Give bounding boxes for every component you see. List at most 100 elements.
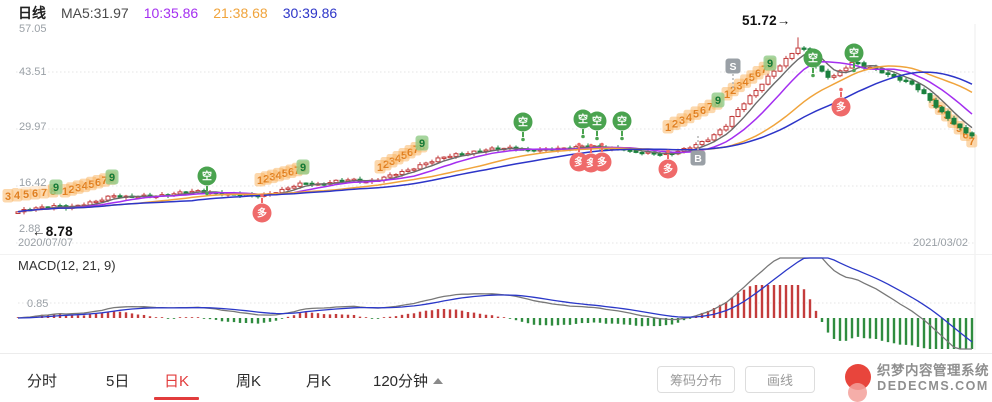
long-signal-badge: 多 <box>658 149 678 179</box>
ma10-value: 10:35.86 <box>143 5 199 21</box>
td-sequence-numbers: 3456781234567812345678123456781234567812… <box>2 57 978 203</box>
svg-text:4: 4 <box>686 112 693 124</box>
y-tick-29: 29.97 <box>18 121 48 133</box>
high-price-annotation: 51.72→ <box>742 13 791 28</box>
svg-text:多: 多 <box>574 156 584 169</box>
svg-text:7: 7 <box>707 102 713 114</box>
draw-line-button[interactable]: 画线 <box>745 366 815 393</box>
short-signal-badge: 空 <box>573 109 593 139</box>
dedecms-logo <box>843 363 875 402</box>
svg-text:9: 9 <box>53 182 59 194</box>
dea-line <box>17 257 973 343</box>
chevron-up-icon <box>433 378 444 384</box>
svg-text:9: 9 <box>419 138 425 150</box>
svg-text:6: 6 <box>407 147 413 159</box>
svg-text:3: 3 <box>269 172 275 184</box>
svg-text:4: 4 <box>82 181 89 193</box>
svg-text:空: 空 <box>202 170 212 183</box>
ma21-line <box>17 65 973 213</box>
svg-text:3: 3 <box>5 191 11 203</box>
svg-text:多: 多 <box>836 101 846 114</box>
svg-text:1: 1 <box>62 186 68 198</box>
macd-indicator-label: MACD(12, 21, 9) <box>18 258 116 273</box>
buy-signal-badge: B <box>690 136 706 166</box>
sell-signal-badge: S <box>725 58 741 88</box>
tab-daily-k[interactable]: 日K <box>153 370 200 400</box>
macd-ref-value: 0.85 <box>27 298 49 310</box>
period-dropdown[interactable]: 120分钟 <box>373 370 444 391</box>
logo-circle-small-icon <box>848 383 867 402</box>
svg-text:1: 1 <box>257 175 263 187</box>
svg-text:空: 空 <box>849 47 859 60</box>
y-tick-2: 2.88 <box>18 223 42 235</box>
watermark-line1: 织梦内容管理系统 <box>877 363 989 378</box>
svg-text:多: 多 <box>586 157 596 170</box>
chip-distribution-button[interactable]: 筹码分布 <box>657 366 735 393</box>
short-signal-badge: 空 <box>844 43 864 73</box>
candlesticks <box>15 37 975 215</box>
svg-text:1: 1 <box>377 162 383 174</box>
svg-text:3: 3 <box>679 115 685 127</box>
x-label-end: 2021/03/02 <box>913 237 969 249</box>
svg-text:空: 空 <box>592 115 602 128</box>
svg-text:3: 3 <box>736 81 742 93</box>
svg-text:2: 2 <box>730 85 736 97</box>
svg-text:多: 多 <box>597 156 607 169</box>
svg-text:6: 6 <box>755 68 761 80</box>
svg-text:1: 1 <box>724 89 730 101</box>
grid-lines <box>16 24 976 350</box>
period-dropdown-label: 120分钟 <box>373 373 429 390</box>
svg-text:2: 2 <box>383 159 389 171</box>
low-price-annotation: ←8.78 <box>32 224 73 239</box>
svg-text:9: 9 <box>715 95 721 107</box>
tab-5day[interactable]: 5日 <box>106 373 130 390</box>
svg-text:6: 6 <box>288 167 294 179</box>
svg-text:4: 4 <box>743 76 750 88</box>
svg-text:2: 2 <box>69 184 75 196</box>
y-tick-43: 43.51 <box>18 66 48 78</box>
svg-text:5: 5 <box>749 72 755 84</box>
svg-text:5: 5 <box>23 189 29 201</box>
ma21-value: 21:38.68 <box>213 5 268 21</box>
period-label: 日线 <box>18 5 46 21</box>
tab-minute[interactable]: 分时 <box>27 373 58 390</box>
indicator-header: 日线 MA5:31.97 10:35.86 21:38.68 30:39.86 <box>18 3 337 23</box>
tab-weekly-k[interactable]: 周K <box>236 373 262 390</box>
svg-text:6: 6 <box>700 105 706 117</box>
short-signal-badge: 空 <box>803 48 823 78</box>
svg-text:7: 7 <box>761 64 767 76</box>
tab-monthly-k[interactable]: 月K <box>306 373 332 390</box>
svg-text:4: 4 <box>14 190 21 202</box>
short-signal-badge: 空 <box>587 111 607 141</box>
short-signal-badge: 空 <box>513 112 533 142</box>
svg-text:6: 6 <box>95 177 101 189</box>
long-signal-badge: 多 <box>592 142 612 172</box>
ma10-line <box>17 61 973 213</box>
svg-text:5: 5 <box>401 150 407 162</box>
panel-divider <box>0 254 992 255</box>
period-tabbar: 分时 5日 日K 周K 月K 120分钟 筹码分布 画线 <box>0 353 992 402</box>
svg-text:5: 5 <box>282 168 288 180</box>
long-signal-badge: 多 <box>252 193 272 223</box>
svg-text:9: 9 <box>109 172 115 184</box>
svg-text:空: 空 <box>617 115 627 128</box>
svg-text:2: 2 <box>263 173 269 185</box>
svg-text:空: 空 <box>518 116 528 129</box>
svg-text:空: 空 <box>578 113 588 126</box>
svg-text:3: 3 <box>75 182 81 194</box>
watermark-line2: DEDECMS.COM <box>877 378 989 393</box>
nine-count-badges: 9 9 9 9 9 9 <box>49 55 777 195</box>
svg-text:多: 多 <box>663 163 673 176</box>
ma5-value: MA5:31.97 <box>61 5 129 21</box>
candlestick-macd-canvas[interactable]: 3456781234567812345678123456781234567812… <box>0 0 992 352</box>
svg-text:4: 4 <box>276 170 283 182</box>
svg-text:5: 5 <box>693 108 699 120</box>
ma30-line <box>17 71 973 213</box>
svg-text:7: 7 <box>102 175 108 187</box>
svg-text:多: 多 <box>257 207 267 220</box>
svg-text:7: 7 <box>969 136 975 148</box>
svg-text:空: 空 <box>808 52 818 65</box>
svg-text:3: 3 <box>389 156 395 168</box>
x-label-start: 2020/07/07 <box>18 237 74 249</box>
trade-signal-badges: 空空空空空空 空多多多多多多SB <box>197 43 864 223</box>
